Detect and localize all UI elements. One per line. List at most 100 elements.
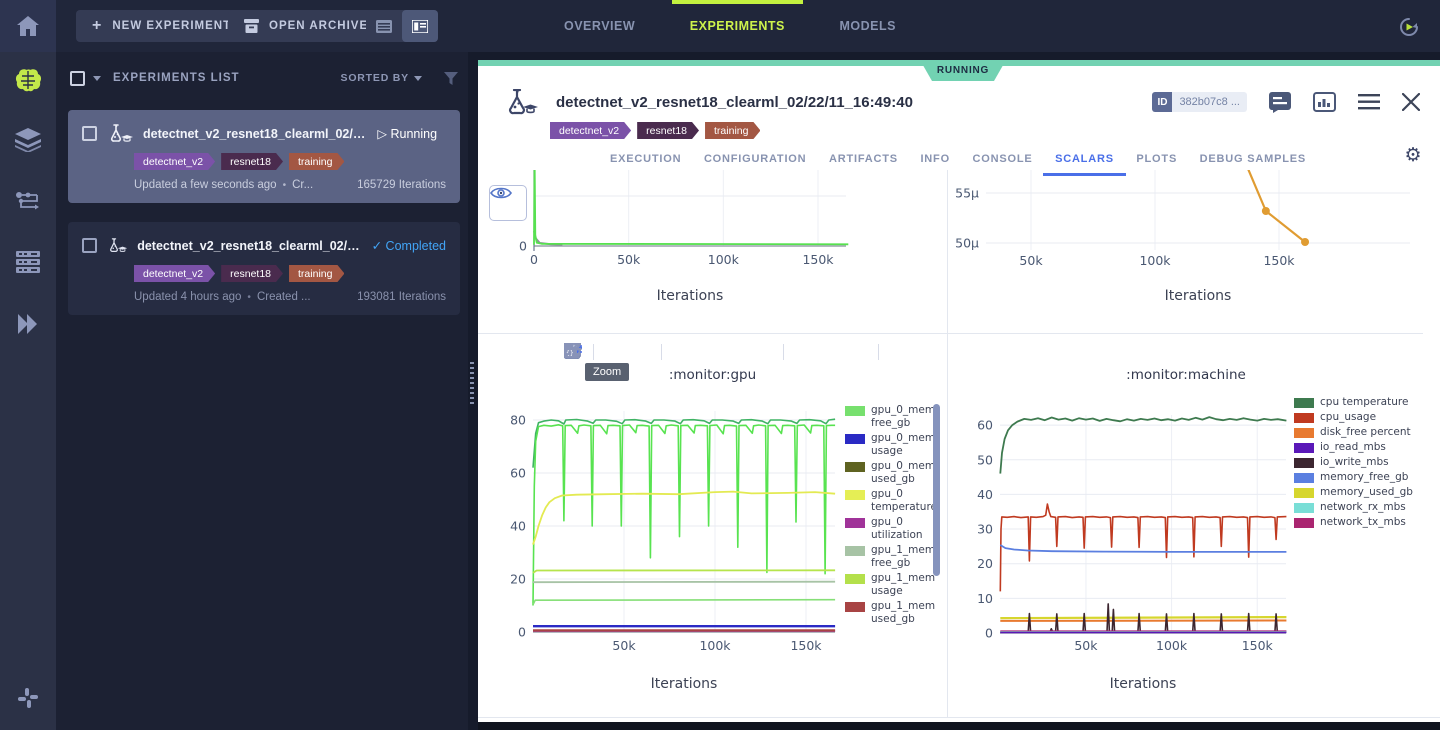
- tag-chip[interactable]: resnet18: [637, 122, 699, 139]
- tab-debug-samples[interactable]: DEBUG SAMPLES: [1199, 153, 1306, 165]
- iterations-count: 193081 Iterations: [357, 291, 446, 303]
- zoom-in-icon[interactable]: [564, 343, 691, 361]
- legend-scrollbar[interactable]: [933, 404, 940, 576]
- legend-item[interactable]: gpu_0 temperature: [845, 488, 937, 514]
- legend-item[interactable]: gpu_0_mem used_gb: [845, 460, 935, 486]
- legend-item[interactable]: network_tx_mbs: [1294, 516, 1420, 529]
- tab-info[interactable]: INFO: [920, 153, 950, 165]
- smoothing-oval-icon[interactable]: [565, 343, 813, 361]
- updated-label: Updated a few seconds ago: [134, 179, 277, 191]
- scalar-plot[interactable]: 50k 100k 150k 55µ 50µ Iterations: [948, 170, 1424, 333]
- tab-configuration[interactable]: CONFIGURATION: [703, 153, 807, 165]
- sort-by-control[interactable]: SORTED BY: [341, 72, 422, 84]
- zoom-magnifier-icon[interactable]: [565, 343, 623, 361]
- legend-item[interactable]: network_rx_mbs: [1294, 501, 1420, 514]
- tab-plots[interactable]: PLOTS: [1136, 153, 1178, 165]
- hide-plot-eye-button[interactable]: [489, 185, 527, 221]
- legend-item[interactable]: cpu_usage: [1294, 411, 1420, 424]
- svg-text:0: 0: [530, 252, 538, 267]
- experiment-checkbox[interactable]: [82, 238, 97, 253]
- rail-slack-button[interactable]: [0, 670, 56, 726]
- experiment-status: ▷ Running: [377, 127, 438, 141]
- dot-separator: •: [282, 179, 287, 191]
- top-bar: + NEW EXPERIMENT OPEN ARCHIVE OVERVIEW EX…: [0, 0, 1440, 52]
- legend-item[interactable]: memory_free_gb: [1294, 471, 1420, 484]
- tab-models[interactable]: MODELS: [839, 19, 896, 33]
- tab-scalars[interactable]: SCALARS: [1043, 145, 1126, 176]
- tag-chip[interactable]: detectnet_v2: [550, 122, 631, 139]
- new-experiment-button[interactable]: + NEW EXPERIMENT: [76, 10, 248, 42]
- legend-swatch-icon: [845, 406, 865, 416]
- home-button[interactable]: [0, 0, 56, 52]
- reset-home-icon[interactable]: [564, 343, 772, 361]
- zoom-out-icon[interactable]: [564, 343, 718, 361]
- projects-brain-icon: [15, 69, 41, 92]
- legend-item[interactable]: disk_free percent: [1294, 426, 1420, 439]
- legend-item[interactable]: gpu_1_mem free_gb: [845, 544, 935, 570]
- legend-label: gpu_0_mem used_gb: [871, 460, 936, 485]
- legend-item[interactable]: io_read_mbs: [1294, 441, 1420, 454]
- legend-item[interactable]: gpu_0_mem free_gb: [845, 404, 935, 430]
- rail-getting-started-button[interactable]: [0, 296, 56, 352]
- monitor-machine-plot[interactable]: 50k 100k 150k 0 10 20 30 40 50 60 Iterations: [948, 389, 1424, 701]
- new-experiment-label: NEW EXPERIMENT: [112, 20, 232, 32]
- tag-chip[interactable]: detectnet_v2: [134, 153, 215, 170]
- split-view-button[interactable]: [402, 10, 438, 42]
- tab-execution[interactable]: EXECUTION: [610, 153, 682, 165]
- tag-chip[interactable]: resnet18: [221, 265, 283, 282]
- log-axis-icon[interactable]: [564, 343, 908, 361]
- reports-chevrons-icon: [18, 314, 37, 334]
- monitor-gpu-plot[interactable]: 50k 100k 150k 0 20 40 60 80 Iterations: [478, 389, 947, 701]
- image-chart-icon[interactable]: [1313, 92, 1336, 112]
- tab-console[interactable]: CONSOLE: [972, 153, 1033, 165]
- rail-projects-button[interactable]: [0, 52, 56, 108]
- rail-workers-button[interactable]: [0, 234, 56, 290]
- tab-experiments[interactable]: EXPERIMENTS: [671, 0, 804, 52]
- line-width-icon[interactable]: [564, 343, 840, 361]
- pan-icon[interactable]: [564, 343, 650, 361]
- experiment-checkbox[interactable]: [82, 126, 97, 141]
- menu-icon[interactable]: [1358, 94, 1380, 110]
- experiment-id-chip[interactable]: ID 382b07c8 ...: [1152, 92, 1247, 112]
- experiment-card-running[interactable]: detectnet_v2_resnet18_clearml_02/… ▷ Run…: [68, 110, 460, 203]
- select-all-caret-icon[interactable]: [93, 75, 101, 81]
- tag-chip[interactable]: training: [289, 265, 344, 282]
- tag-chip[interactable]: training: [289, 153, 344, 170]
- legend-swatch-icon: [845, 434, 865, 444]
- tag-chip[interactable]: detectnet_v2: [134, 265, 215, 282]
- legend-item[interactable]: gpu_0_mem usage: [845, 432, 935, 458]
- auto-refresh-button[interactable]: [1396, 14, 1422, 40]
- select-all-checkbox[interactable]: [70, 70, 85, 86]
- autoscale-icon[interactable]: [564, 343, 745, 361]
- svg-text:50k: 50k: [1019, 253, 1043, 268]
- tab-artifacts[interactable]: ARTIFACTS: [828, 153, 898, 165]
- legend-item[interactable]: io_write_mbs: [1294, 456, 1420, 469]
- table-view-button[interactable]: [366, 10, 402, 42]
- legend-swatch-icon: [1294, 488, 1314, 498]
- legend-list-icon[interactable]: [564, 343, 935, 361]
- tab-overview[interactable]: OVERVIEW: [564, 19, 636, 33]
- legend-item[interactable]: gpu_1_mem used_gb: [845, 600, 935, 626]
- open-archive-button[interactable]: OPEN ARCHIVE: [228, 10, 385, 42]
- export-json-icon[interactable]: {}: [564, 343, 947, 361]
- filter-funnel-icon[interactable]: [444, 71, 458, 85]
- legend-item[interactable]: cpu temperature: [1294, 396, 1420, 409]
- legend-item[interactable]: gpu_1_mem usage: [845, 572, 935, 598]
- experiment-card-completed[interactable]: detectnet_v2_resnet18_clearml_02/… ✓ Com…: [68, 222, 460, 315]
- refresh-play-icon: [1400, 18, 1418, 36]
- comment-icon[interactable]: [1269, 91, 1291, 113]
- legend-item[interactable]: gpu_0 utilization: [845, 516, 929, 542]
- panel-resize-handle[interactable]: [470, 362, 474, 404]
- legend-label: network_rx_mbs: [1320, 501, 1406, 513]
- settings-gear-icon[interactable]: ⚙: [1404, 144, 1422, 166]
- tag-chip[interactable]: resnet18: [221, 153, 283, 170]
- plus-icon: +: [92, 17, 103, 34]
- legend-item[interactable]: memory_used_gb: [1294, 486, 1420, 499]
- tag-chip[interactable]: training: [705, 122, 760, 139]
- rail-pipelines-button[interactable]: [0, 173, 56, 229]
- experiment-flask-icon: [110, 238, 128, 252]
- markers-icon[interactable]: [565, 343, 867, 361]
- rail-datasets-button[interactable]: [0, 112, 56, 168]
- close-icon[interactable]: [1402, 93, 1420, 111]
